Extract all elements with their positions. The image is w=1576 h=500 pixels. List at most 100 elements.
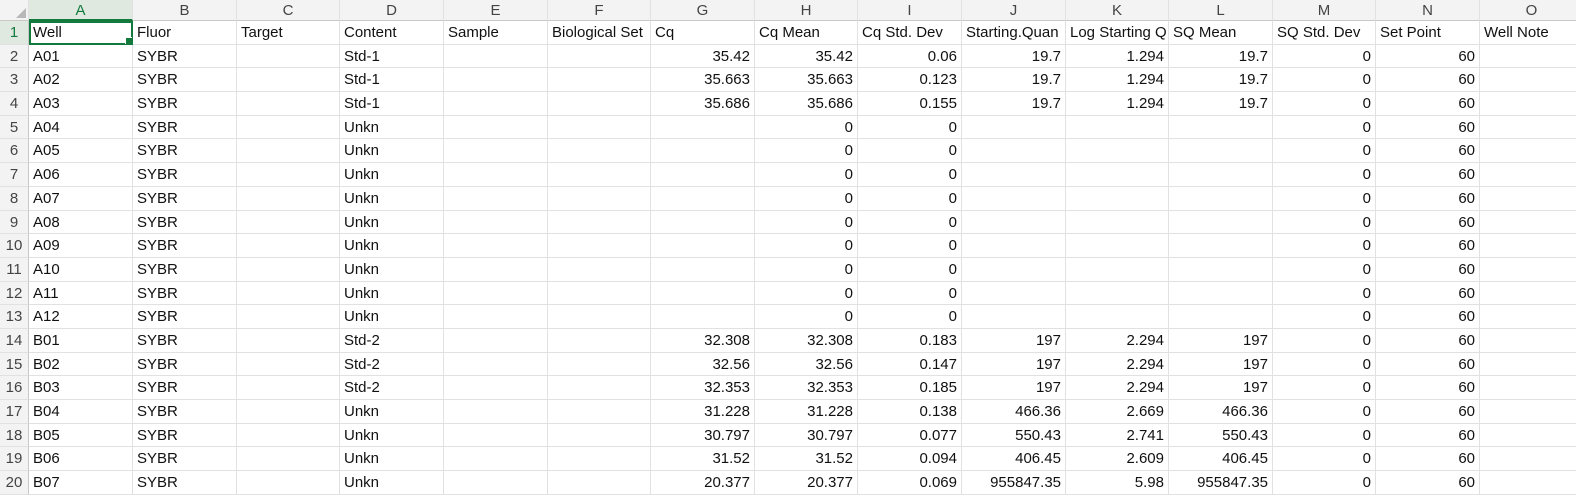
row-header-1[interactable]: 1 xyxy=(0,21,29,45)
cell-f20[interactable] xyxy=(548,471,651,495)
cell-b9[interactable]: SYBR xyxy=(133,210,237,235)
cell-i13[interactable]: 0 xyxy=(858,305,962,329)
cell-j18[interactable]: 550.43 xyxy=(962,423,1066,448)
row-header-8[interactable]: 8 xyxy=(0,186,29,211)
cell-e5[interactable] xyxy=(444,115,548,140)
cell-b1[interactable]: Fluor xyxy=(133,21,237,45)
cell-j2[interactable]: 19.7 xyxy=(962,44,1066,69)
row-header-3[interactable]: 3 xyxy=(0,68,29,93)
cell-h2[interactable]: 35.42 xyxy=(755,44,858,69)
cell-g4[interactable]: 35.686 xyxy=(651,92,755,116)
cell-i12[interactable]: 0 xyxy=(858,281,962,306)
cell-l16[interactable]: 197 xyxy=(1169,376,1273,400)
cell-l9[interactable] xyxy=(1169,210,1273,235)
cell-n15[interactable]: 60 xyxy=(1376,352,1480,377)
column-header-k[interactable]: K xyxy=(1066,0,1169,21)
cell-n4[interactable]: 60 xyxy=(1376,92,1480,116)
cell-c11[interactable] xyxy=(237,257,340,282)
cell-o10[interactable] xyxy=(1480,234,1576,258)
cell-g17[interactable]: 31.228 xyxy=(651,400,755,424)
cell-f4[interactable] xyxy=(548,92,651,116)
cell-e3[interactable] xyxy=(444,68,548,93)
cell-l17[interactable]: 466.36 xyxy=(1169,400,1273,424)
row-header-15[interactable]: 15 xyxy=(0,352,29,377)
cell-a1[interactable]: Well xyxy=(29,21,133,45)
cell-h20[interactable]: 20.377 xyxy=(755,471,858,495)
cell-b18[interactable]: SYBR xyxy=(133,423,237,448)
cell-h18[interactable]: 30.797 xyxy=(755,423,858,448)
cell-a10[interactable]: A09 xyxy=(29,234,133,258)
cell-o16[interactable] xyxy=(1480,376,1576,400)
cell-a16[interactable]: B03 xyxy=(29,376,133,400)
cell-b14[interactable]: SYBR xyxy=(133,328,237,353)
cell-i3[interactable]: 0.123 xyxy=(858,68,962,93)
cell-m20[interactable]: 0 xyxy=(1273,471,1376,495)
cell-h4[interactable]: 35.686 xyxy=(755,92,858,116)
cell-g2[interactable]: 35.42 xyxy=(651,44,755,69)
cell-a4[interactable]: A03 xyxy=(29,92,133,116)
cell-n1[interactable]: Set Point xyxy=(1376,21,1480,45)
cell-d1[interactable]: Content xyxy=(340,21,444,45)
cell-l8[interactable] xyxy=(1169,186,1273,211)
cell-o3[interactable] xyxy=(1480,68,1576,93)
cell-n18[interactable]: 60 xyxy=(1376,423,1480,448)
cell-i2[interactable]: 0.06 xyxy=(858,44,962,69)
cell-i4[interactable]: 0.155 xyxy=(858,92,962,116)
cell-b17[interactable]: SYBR xyxy=(133,400,237,424)
cell-m14[interactable]: 0 xyxy=(1273,328,1376,353)
cell-b4[interactable]: SYBR xyxy=(133,92,237,116)
cell-c10[interactable] xyxy=(237,234,340,258)
cell-i5[interactable]: 0 xyxy=(858,115,962,140)
cell-k9[interactable] xyxy=(1066,210,1169,235)
cell-k14[interactable]: 2.294 xyxy=(1066,328,1169,353)
cell-n17[interactable]: 60 xyxy=(1376,400,1480,424)
cell-n9[interactable]: 60 xyxy=(1376,210,1480,235)
cell-c2[interactable] xyxy=(237,44,340,69)
cell-c17[interactable] xyxy=(237,400,340,424)
cell-g16[interactable]: 32.353 xyxy=(651,376,755,400)
row-header-5[interactable]: 5 xyxy=(0,115,29,140)
cell-d6[interactable]: Unkn xyxy=(340,139,444,164)
row-header-10[interactable]: 10 xyxy=(0,234,29,258)
cell-l5[interactable] xyxy=(1169,115,1273,140)
cell-k15[interactable]: 2.294 xyxy=(1066,352,1169,377)
cell-d13[interactable]: Unkn xyxy=(340,305,444,329)
cell-d16[interactable]: Std-2 xyxy=(340,376,444,400)
column-header-l[interactable]: L xyxy=(1169,0,1273,21)
cell-h14[interactable]: 32.308 xyxy=(755,328,858,353)
cell-h9[interactable]: 0 xyxy=(755,210,858,235)
cell-a11[interactable]: A10 xyxy=(29,257,133,282)
cell-c19[interactable] xyxy=(237,447,340,472)
cell-i16[interactable]: 0.185 xyxy=(858,376,962,400)
cell-c18[interactable] xyxy=(237,423,340,448)
cell-h3[interactable]: 35.663 xyxy=(755,68,858,93)
cell-h8[interactable]: 0 xyxy=(755,186,858,211)
cell-b7[interactable]: SYBR xyxy=(133,163,237,187)
cell-j13[interactable] xyxy=(962,305,1066,329)
cell-d20[interactable]: Unkn xyxy=(340,471,444,495)
cell-i19[interactable]: 0.094 xyxy=(858,447,962,472)
cell-a2[interactable]: A01 xyxy=(29,44,133,69)
cell-j1[interactable]: Starting.Quan xyxy=(962,21,1066,45)
cell-i8[interactable]: 0 xyxy=(858,186,962,211)
cell-f9[interactable] xyxy=(548,210,651,235)
cell-f11[interactable] xyxy=(548,257,651,282)
cell-b11[interactable]: SYBR xyxy=(133,257,237,282)
cell-f16[interactable] xyxy=(548,376,651,400)
cell-a15[interactable]: B02 xyxy=(29,352,133,377)
cell-d18[interactable]: Unkn xyxy=(340,423,444,448)
row-header-19[interactable]: 19 xyxy=(0,447,29,472)
cell-n20[interactable]: 60 xyxy=(1376,471,1480,495)
cell-i20[interactable]: 0.069 xyxy=(858,471,962,495)
cell-a6[interactable]: A05 xyxy=(29,139,133,164)
cell-h19[interactable]: 31.52 xyxy=(755,447,858,472)
cell-e15[interactable] xyxy=(444,352,548,377)
cell-l18[interactable]: 550.43 xyxy=(1169,423,1273,448)
cell-e2[interactable] xyxy=(444,44,548,69)
cell-e7[interactable] xyxy=(444,163,548,187)
cell-k20[interactable]: 5.98 xyxy=(1066,471,1169,495)
cell-j11[interactable] xyxy=(962,257,1066,282)
cell-e8[interactable] xyxy=(444,186,548,211)
cell-f18[interactable] xyxy=(548,423,651,448)
